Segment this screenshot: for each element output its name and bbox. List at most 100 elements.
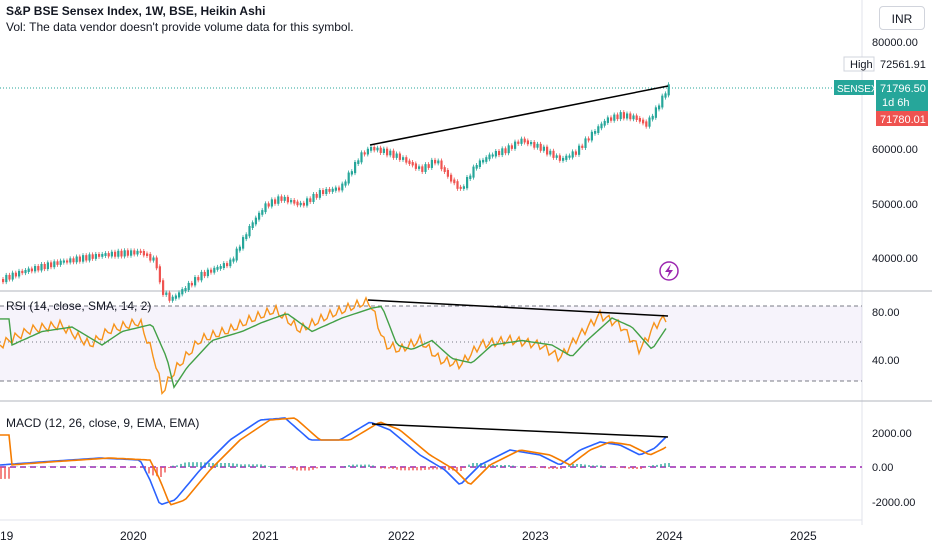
candle (46, 262, 49, 270)
macd-histogram-bar (616, 467, 618, 468)
macd-histogram-bar (524, 467, 526, 468)
candle (258, 212, 261, 220)
macd-histogram-bar (292, 467, 294, 470)
macd-histogram-bar (308, 467, 310, 471)
macd-trend-line (371, 423, 669, 438)
macd-histogram-bar (632, 467, 634, 469)
candle (146, 253, 149, 256)
candle (213, 267, 216, 273)
candle (379, 147, 382, 153)
lightning-bolt-icon[interactable] (659, 261, 679, 281)
candle (187, 282, 190, 291)
macd-histogram-bar (348, 465, 350, 467)
macd-histogram-bar (652, 465, 654, 467)
candle (171, 296, 174, 301)
macd-histogram-bar (420, 467, 422, 471)
candle (498, 150, 501, 156)
candle (466, 177, 469, 189)
macd-histogram-bar (160, 467, 162, 477)
candle (488, 154, 491, 160)
macd-histogram-bar (352, 464, 354, 467)
candle (590, 131, 593, 141)
macd-histogram-bar (476, 463, 478, 467)
macd-histogram-bar (424, 467, 426, 470)
macd-histogram-bar (388, 467, 390, 469)
rsi-tick-40: 40.00 (872, 355, 900, 367)
candle (184, 288, 187, 292)
candle (293, 200, 296, 204)
time-label-2023: 2023 (522, 529, 549, 543)
candle (558, 155, 561, 161)
candle (597, 126, 600, 134)
high-label: High (850, 59, 873, 71)
candle (235, 248, 238, 261)
candle (520, 138, 523, 144)
candle (197, 277, 200, 281)
candle (27, 268, 30, 272)
candle (648, 117, 651, 127)
candle (120, 250, 123, 257)
macd-histogram-bar (464, 467, 466, 468)
candle (629, 113, 632, 120)
macd-histogram-bar (364, 464, 366, 467)
candle (126, 250, 129, 256)
candle (219, 266, 222, 269)
candle (168, 292, 171, 301)
candle (350, 171, 353, 175)
macd-histogram-bar (224, 463, 226, 467)
candle (642, 119, 645, 124)
macd-histogram-bar (588, 465, 590, 467)
macd-histogram-bar (404, 467, 406, 471)
volume-note: Vol: The data vendor doesn't provide vol… (6, 20, 354, 34)
candle (232, 258, 235, 262)
candle (14, 272, 17, 277)
candle (280, 196, 283, 201)
candle (206, 269, 209, 277)
candle (654, 107, 657, 118)
macd-histogram-bar (444, 467, 446, 470)
candle (270, 199, 273, 207)
chart-legend: S&P BSE Sensex Index, 1W, BSE, Heikin As… (6, 3, 354, 35)
macd-histogram-bar (312, 467, 314, 470)
bar-countdown: 1d 6h (882, 97, 910, 109)
candle (514, 141, 517, 149)
candle (414, 163, 417, 169)
macd-histogram-bar (300, 467, 302, 471)
macd-histogram-bar (416, 467, 418, 471)
macd-histogram-bar (556, 467, 558, 469)
macd-histogram-bar (304, 467, 306, 471)
candle (482, 159, 485, 163)
candle (34, 266, 37, 272)
candle (142, 250, 145, 256)
macd-histogram-bar (256, 464, 258, 467)
candle (613, 114, 616, 121)
rsi-trend-line (367, 299, 669, 317)
macd-histogram-bar (392, 467, 394, 469)
macd-histogram-bar (216, 463, 218, 467)
macd-histogram-bar (636, 467, 638, 469)
candle (530, 142, 533, 145)
candle (5, 274, 8, 283)
candle (222, 263, 225, 269)
candle (200, 271, 203, 281)
candle (286, 196, 289, 203)
candle (155, 257, 158, 269)
macd-label: MACD (12, 26, close, 9, EMA, EMA) (6, 416, 200, 430)
low-value: 71780.01 (880, 114, 926, 126)
candle (62, 260, 65, 263)
candle (402, 157, 405, 160)
macd-histogram-bar (448, 467, 450, 470)
candle (587, 138, 590, 141)
candle (328, 188, 331, 192)
candle (309, 198, 312, 202)
macd-histogram-bar (172, 465, 174, 467)
candle (462, 186, 465, 189)
macd-histogram-bar (504, 465, 506, 467)
macd-histogram-bar (492, 465, 494, 467)
macd-histogram-bar (484, 463, 486, 467)
candle (238, 246, 241, 251)
macd-histogram-bar (552, 467, 554, 469)
candle (210, 269, 213, 273)
currency-button[interactable]: INR (879, 6, 925, 30)
